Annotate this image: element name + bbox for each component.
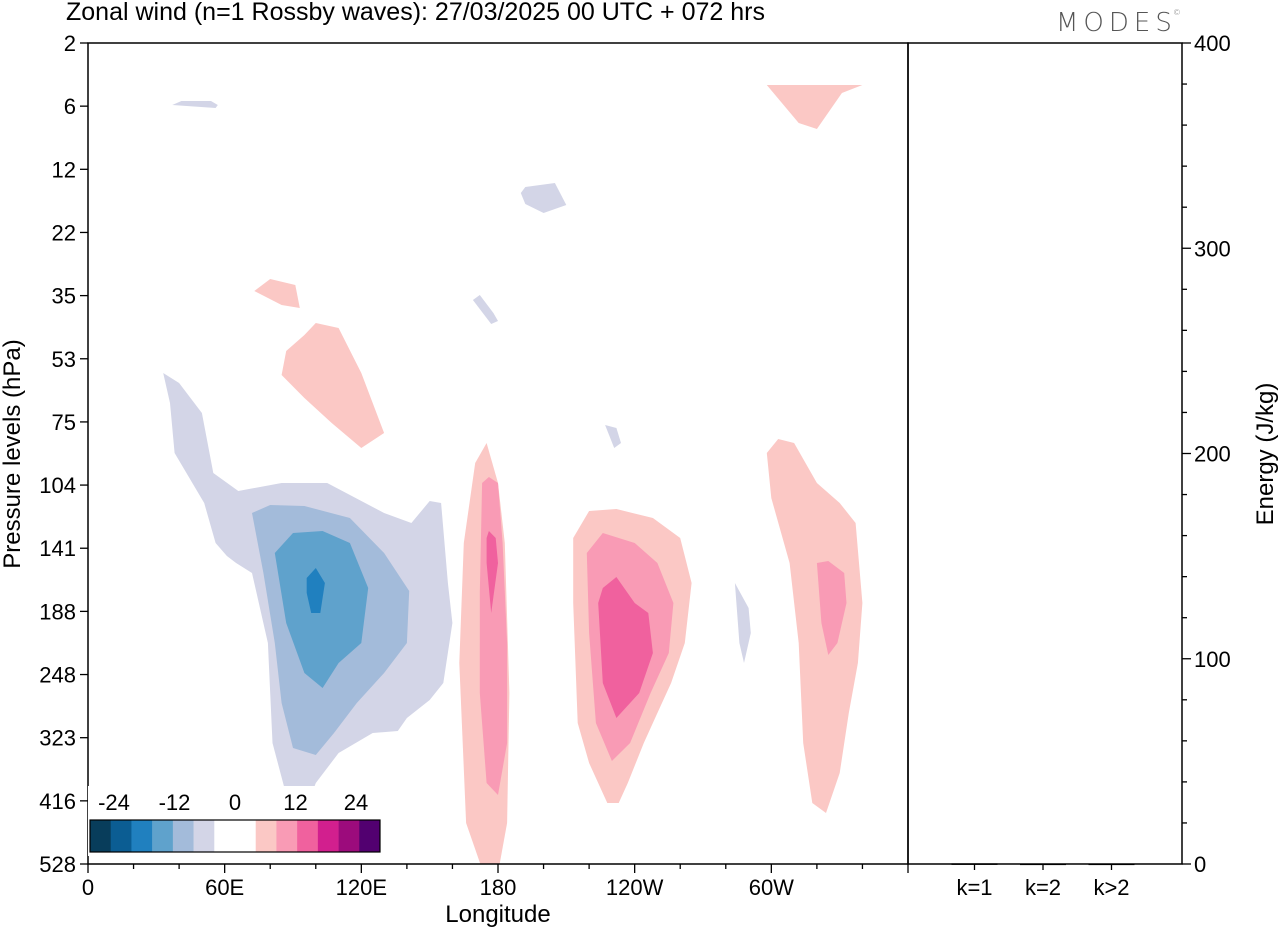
energy-tick-label: 100 xyxy=(1194,647,1231,672)
energy-tick-label: 300 xyxy=(1194,236,1231,261)
contour-neg4-1 xyxy=(520,183,567,213)
y-tick-label: 416 xyxy=(39,789,76,814)
logo-text: MODES xyxy=(1056,8,1177,38)
y-tick-label: 248 xyxy=(39,663,76,688)
energy-panel: 0 100 200 300 400 k=1 k=2 k>2 xyxy=(951,31,1231,900)
pressure-axis: 2 6 12 22 35 53 75 104 141 188 248 323 416 528 xyxy=(39,31,88,877)
contour-neg4-2 xyxy=(472,295,498,324)
y-tick-label: 12 xyxy=(52,157,76,182)
contour-pos12-18 xyxy=(486,531,498,613)
longitude-axis: 0 60E 120E 180 120W 60W xyxy=(82,864,909,900)
colorbar-label: 24 xyxy=(344,790,368,815)
colorbar-label: -24 xyxy=(98,790,130,815)
y-tick-label: 528 xyxy=(39,852,76,877)
energy-tick-label: 200 xyxy=(1194,442,1231,467)
colorbar-swatch xyxy=(214,820,236,852)
y-tick-label: 35 xyxy=(52,284,76,309)
x-tick-label: 0 xyxy=(82,875,94,900)
colorbar-swatch xyxy=(110,820,132,852)
y-tick-label: 6 xyxy=(64,94,76,119)
energy-category-label: k=1 xyxy=(956,875,992,900)
y-tick-label: 323 xyxy=(39,726,76,751)
contour-pos12-19 xyxy=(598,577,653,718)
colorbar: -24 -12 0 12 24 xyxy=(88,786,382,856)
energy-axis-title: Energy (J/kg) xyxy=(1252,383,1279,526)
y-tick-label: 188 xyxy=(39,599,76,624)
contour-neg4-3 xyxy=(605,425,621,448)
energy-tick-label: 400 xyxy=(1194,31,1231,56)
colorbar-swatch xyxy=(131,820,153,852)
contour-layer xyxy=(163,85,863,864)
colorbar-swatch xyxy=(90,820,112,852)
colorbar-frame xyxy=(89,819,381,853)
colorbar-swatch xyxy=(255,820,277,852)
chart-title: Zonal wind (n=1 Rossby waves): 27/03/202… xyxy=(66,0,765,26)
x-tick-label: 60E xyxy=(205,875,244,900)
colorbar-swatch xyxy=(338,820,360,852)
contour-pos4-10 xyxy=(254,279,300,308)
colorbar-label: -12 xyxy=(159,790,191,815)
contour-pos4-14 xyxy=(766,439,863,813)
energy-panel-frame xyxy=(907,42,1183,865)
colorbar-swatch xyxy=(193,820,215,852)
energy-category-label: k>2 xyxy=(1093,875,1129,900)
colorbar-swatch xyxy=(317,820,339,852)
contour-neg4-0 xyxy=(172,101,218,108)
y-tick-label: 141 xyxy=(39,536,76,561)
logo-mark: © xyxy=(1172,8,1181,17)
y-tick-label: 75 xyxy=(52,410,76,435)
y-axis-title: Pressure levels (hPa) xyxy=(0,339,26,568)
contour-neg12-7 xyxy=(274,531,369,688)
energy-category-label: k=2 xyxy=(1025,875,1061,900)
contour-neg4-4 xyxy=(734,583,751,663)
colorbar-swatch xyxy=(276,820,298,852)
colorbar-swatch xyxy=(297,820,319,852)
contour-pos8-17 xyxy=(816,561,847,655)
x-axis-title: Longitude xyxy=(445,901,550,928)
colorbar-swatch xyxy=(152,820,174,852)
colorbar-swatch xyxy=(359,820,381,852)
colorbar-label: 12 xyxy=(283,790,307,815)
y-tick-label: 22 xyxy=(52,220,76,245)
x-tick-label: 60W xyxy=(749,875,794,900)
x-tick-label: 120E xyxy=(336,875,387,900)
colorbar-swatch xyxy=(172,820,194,852)
y-tick-label: 104 xyxy=(39,473,76,498)
contour-pos4-11 xyxy=(281,323,385,448)
x-tick-label: 120W xyxy=(606,875,664,900)
colorbar-swatch xyxy=(235,820,257,852)
y-tick-label: 2 xyxy=(64,31,76,56)
modes-logo: MODES© xyxy=(1056,8,1181,38)
colorbar-label: 0 xyxy=(229,790,241,815)
contour-pos4-9 xyxy=(766,85,863,129)
contour-neg16-8 xyxy=(306,568,325,613)
energy-tick-label: 0 xyxy=(1194,852,1206,877)
x-tick-label: 180 xyxy=(480,875,517,900)
y-tick-label: 53 xyxy=(52,347,76,372)
